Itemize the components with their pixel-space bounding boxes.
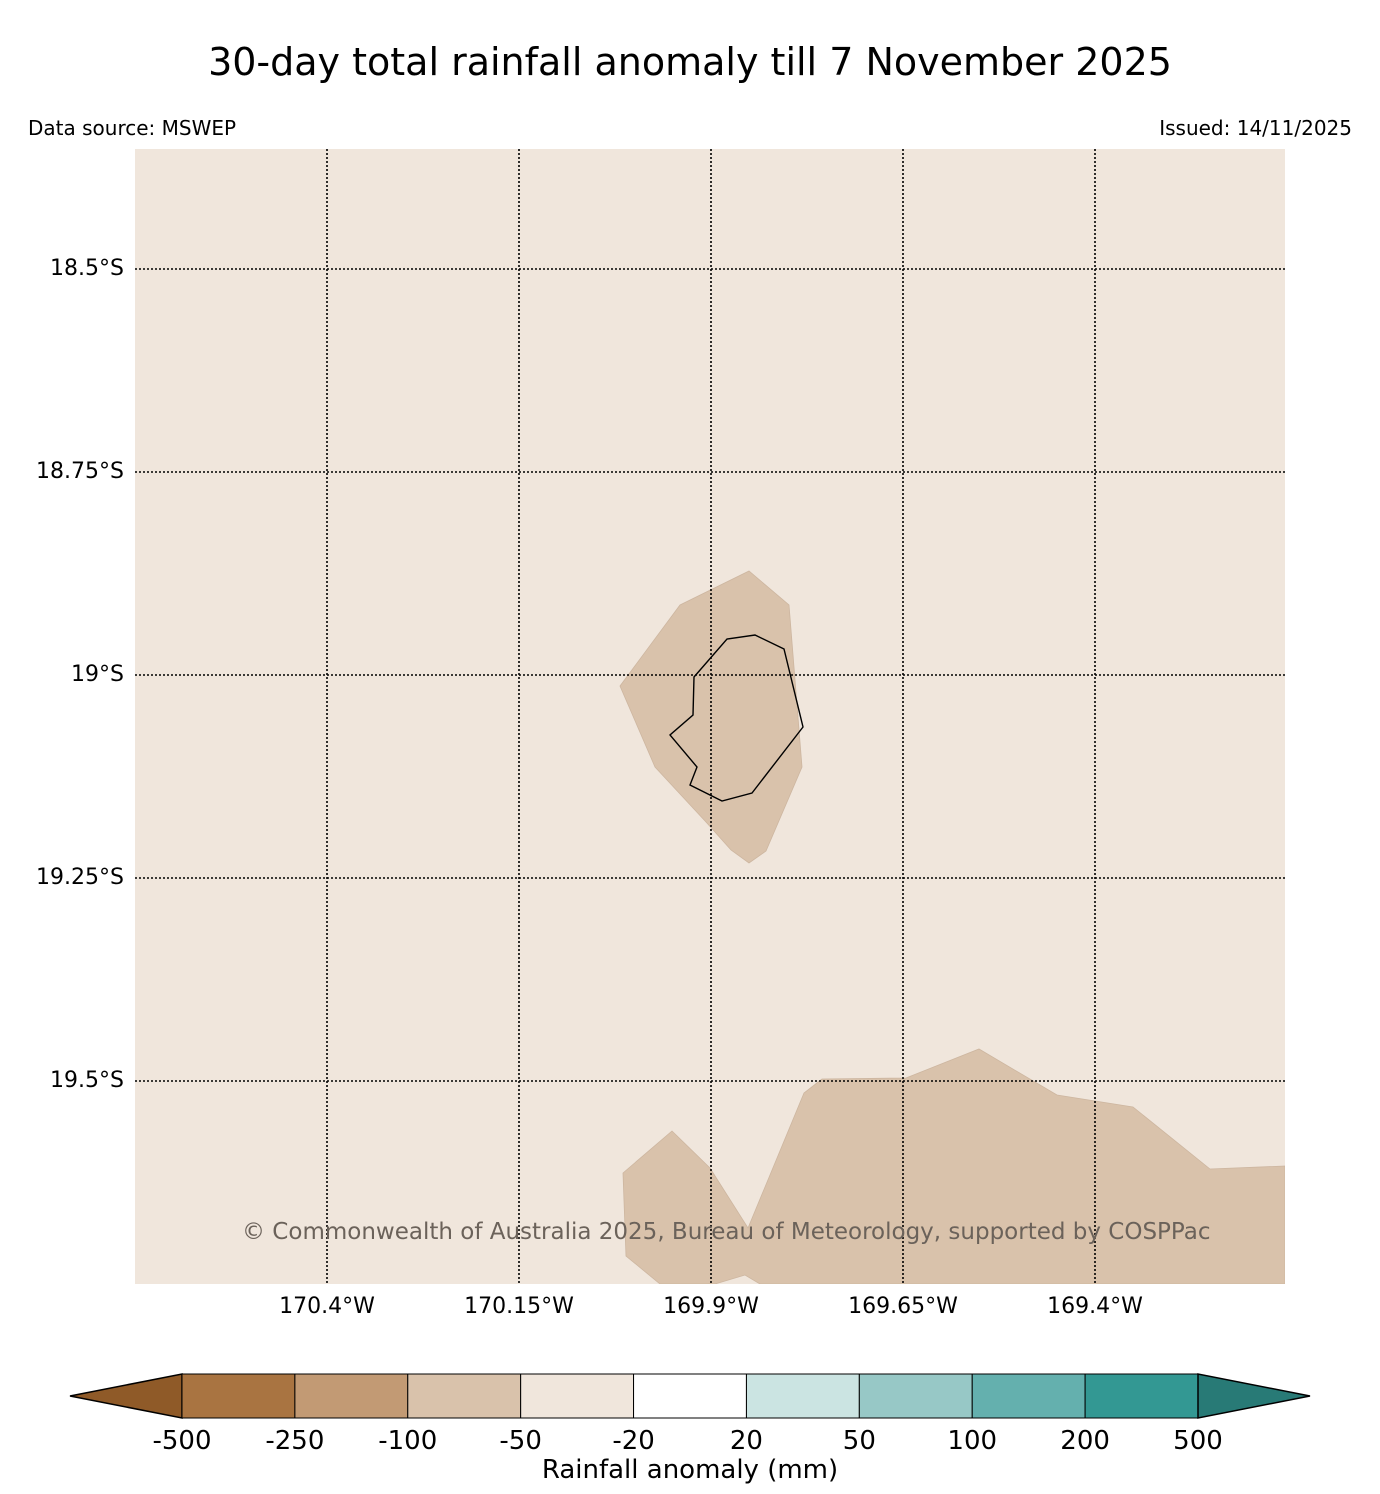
colorbar-tick-label: 50 — [842, 1426, 876, 1456]
map-title: 30-day total rainfall anomaly till 7 Nov… — [208, 40, 1172, 84]
colorbar-tick-label: 20 — [729, 1426, 763, 1456]
colorbar-tick-label: 500 — [1173, 1426, 1223, 1456]
colorbar-segment — [407, 1373, 522, 1419]
issued-date: Issued: 14/11/2025 — [1159, 116, 1352, 140]
lon-label-169.4: 169.4°W — [1047, 1294, 1143, 1319]
colorbar-label: Rainfall anomaly (mm) — [541, 1455, 839, 1485]
colorbar-tick-label: -50 — [499, 1426, 542, 1456]
colorbar-tick-label: -500 — [152, 1426, 212, 1456]
colorbar-segment — [971, 1373, 1086, 1419]
colorbar-extend-high — [1197, 1373, 1311, 1419]
colorbar-tick-label: 100 — [947, 1426, 998, 1456]
colorbar-tick-label: -20 — [612, 1426, 655, 1456]
lon-label-169.65: 169.65°W — [848, 1294, 958, 1319]
colorbar — [69, 1373, 1311, 1419]
colorbar-segment — [1084, 1373, 1199, 1419]
colorbar-segment — [633, 1373, 747, 1419]
data-source: Data source: MSWEP — [28, 116, 237, 140]
lat-label-18.5: 18.5°S — [50, 256, 124, 281]
colorbar-tick-label: -100 — [378, 1426, 438, 1456]
colorbar-segment — [181, 1373, 296, 1419]
lon-label-170.15: 170.15°W — [464, 1294, 574, 1319]
lat-label-19.25: 19.25°S — [36, 865, 124, 890]
lat-label-18.75: 18.75°S — [36, 459, 124, 484]
gridlines — [135, 149, 1285, 1284]
anomaly-patch-south — [622, 1048, 1285, 1284]
lon-label-169.9: 169.9°W — [663, 1294, 759, 1319]
colorbar-segment — [745, 1373, 860, 1419]
colorbar-segment — [294, 1373, 409, 1419]
colorbar-tick-label: -250 — [265, 1426, 325, 1456]
copyright-notice: © Commonwealth of Australia 2025, Bureau… — [242, 1219, 1211, 1245]
colorbar-tick-label: 200 — [1060, 1426, 1110, 1456]
colorbar-extend-low — [69, 1373, 183, 1419]
island-coastline — [669, 634, 804, 802]
colorbar-segment — [858, 1373, 973, 1419]
lon-label-170.4: 170.4°W — [279, 1294, 375, 1319]
colorbar-segment — [520, 1373, 635, 1419]
lat-label-19.5: 19.5°S — [50, 1068, 124, 1093]
lat-label-19: 19°S — [71, 662, 124, 687]
